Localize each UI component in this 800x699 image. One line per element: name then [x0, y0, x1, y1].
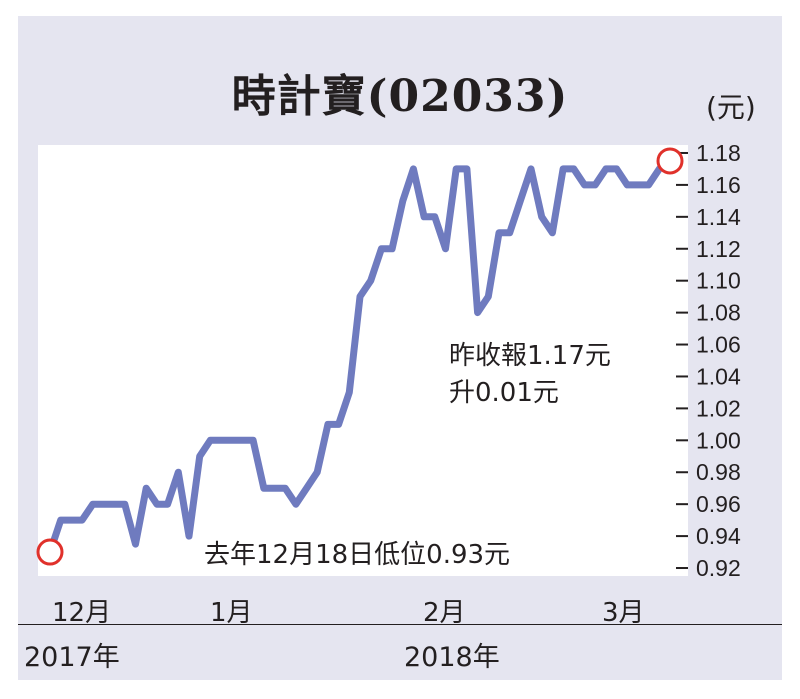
y-tick-label: 0.94	[696, 523, 741, 549]
last-close-annotation: 昨收報1.17元	[449, 335, 611, 372]
month-label-dec: 12月	[52, 598, 112, 628]
month-label-jan: 1月	[210, 598, 253, 628]
low-annotation: 去年12月18日低位0.93元	[204, 534, 511, 571]
price-line	[46, 158, 673, 554]
chart-title: 時計寶(02033)	[231, 71, 569, 122]
y-tick-label: 1.18	[696, 140, 741, 166]
y-tick-label: 1.06	[696, 332, 741, 358]
month-label-mar: 3月	[602, 598, 645, 628]
low-point-marker	[36, 538, 64, 566]
y-tick-label: 1.04	[696, 363, 741, 389]
y-tick-label: 1.14	[696, 204, 741, 230]
y-tick-label: 1.12	[696, 236, 741, 262]
year-row: 2017年 2018年	[18, 624, 782, 681]
year-label-2018: 2018年	[404, 642, 500, 673]
month-label-feb: 2月	[423, 598, 466, 628]
y-tick-label: 0.92	[696, 555, 741, 581]
change-annotation: 升0.01元	[449, 372, 559, 409]
y-tick-label: 1.10	[696, 268, 741, 294]
y-tick-label: 1.02	[696, 395, 741, 421]
y-tick-label: 1.16	[696, 172, 741, 198]
y-tick-label: 1.00	[696, 427, 741, 453]
last-point-marker	[656, 147, 684, 175]
year-label-2017: 2017年	[24, 642, 120, 673]
y-tick-label: 0.98	[696, 459, 741, 485]
y-unit-label: (元)	[706, 91, 756, 124]
y-tick-label: 0.96	[696, 491, 741, 517]
y-tick-label: 1.08	[696, 300, 741, 326]
